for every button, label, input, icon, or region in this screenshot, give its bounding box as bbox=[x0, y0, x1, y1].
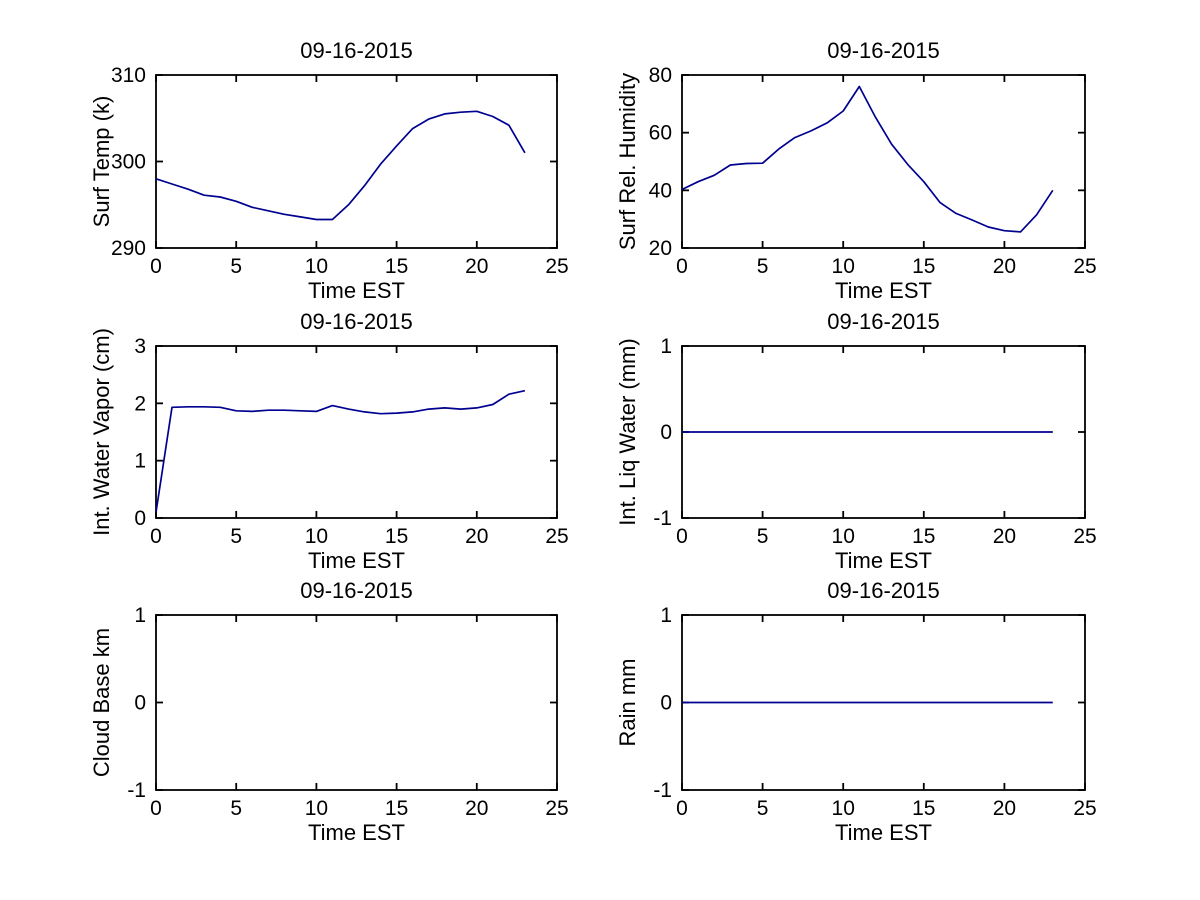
x-tick-label: 20 bbox=[465, 525, 488, 548]
x-tick-label: 20 bbox=[465, 797, 488, 820]
x-axis-label: Time EST bbox=[308, 548, 405, 573]
x-tick-label: 15 bbox=[385, 255, 408, 278]
y-tick-label: 0 bbox=[134, 507, 146, 530]
x-axis-label: Time EST bbox=[308, 278, 405, 303]
x-tick-label: 5 bbox=[757, 525, 769, 548]
y-axis-label: Cloud Base km bbox=[89, 628, 114, 777]
axes-frame bbox=[155, 614, 558, 791]
y-tick-label: 1 bbox=[660, 604, 672, 627]
y-tick-label: -1 bbox=[653, 779, 672, 802]
x-axis-label: Time EST bbox=[308, 820, 405, 845]
x-tick-label: 25 bbox=[1073, 255, 1096, 278]
y-tick-label: 1 bbox=[134, 450, 146, 473]
x-tick-label: 20 bbox=[465, 255, 488, 278]
series-line bbox=[155, 110, 526, 221]
axes-frame bbox=[155, 345, 558, 519]
y-tick-label: -1 bbox=[653, 507, 672, 530]
x-tick-label: 5 bbox=[757, 797, 769, 820]
y-axis-label: Rain mm bbox=[615, 658, 640, 746]
subplot-title: 09-16-2015 bbox=[300, 309, 413, 334]
y-tick-label: 0 bbox=[134, 692, 146, 715]
x-tick-label: 10 bbox=[832, 797, 855, 820]
x-tick-label: 20 bbox=[993, 255, 1016, 278]
x-tick-label: 15 bbox=[385, 525, 408, 548]
y-tick-label: 2 bbox=[134, 392, 146, 415]
axes-frame bbox=[681, 74, 1086, 249]
x-tick-label: 25 bbox=[1073, 525, 1096, 548]
y-tick-label: 0 bbox=[660, 692, 672, 715]
x-axis-label: Time EST bbox=[835, 548, 932, 573]
x-tick-label: 20 bbox=[993, 525, 1016, 548]
x-tick-label: 25 bbox=[545, 797, 568, 820]
subplot-title: 09-16-2015 bbox=[300, 578, 413, 603]
y-tick-label: 310 bbox=[111, 64, 146, 87]
y-axis-label: Surf Temp (k) bbox=[89, 96, 114, 228]
x-tick-label: 15 bbox=[912, 797, 935, 820]
y-tick-label: 1 bbox=[660, 335, 672, 358]
y-tick-label: 40 bbox=[649, 179, 672, 202]
x-tick-label: 0 bbox=[676, 255, 688, 278]
x-tick-label: 20 bbox=[993, 797, 1016, 820]
y-tick-label: 290 bbox=[111, 237, 146, 260]
x-tick-label: 25 bbox=[545, 255, 568, 278]
x-tick-label: 0 bbox=[676, 797, 688, 820]
x-tick-label: 15 bbox=[912, 525, 935, 548]
y-tick-label: 20 bbox=[649, 237, 672, 260]
x-tick-label: 0 bbox=[150, 797, 162, 820]
y-tick-label: 60 bbox=[649, 122, 672, 145]
x-tick-label: 10 bbox=[832, 255, 855, 278]
x-tick-label: 0 bbox=[150, 525, 162, 548]
subplot-surf-temp: 0 5 10 15 20 25 290 300 310 09-16-2015 Time EST Sur… bbox=[89, 38, 569, 303]
x-tick-label: 10 bbox=[305, 255, 328, 278]
subplot-int-water-vapor: 0 5 10 15 20 25 0 1 2 3 09-16-2015 Time EST Int. Wat… bbox=[89, 309, 569, 573]
y-tick-label: 300 bbox=[111, 151, 146, 174]
x-tick-label: 15 bbox=[385, 797, 408, 820]
x-axis-label: Time EST bbox=[835, 278, 932, 303]
x-tick-label: 5 bbox=[230, 525, 242, 548]
x-tick-label: 10 bbox=[305, 797, 328, 820]
subplot-title: 09-16-2015 bbox=[827, 578, 940, 603]
series-line bbox=[681, 85, 1054, 233]
x-tick-label: 5 bbox=[757, 255, 769, 278]
x-tick-label: 5 bbox=[230, 255, 242, 278]
y-axis-label: Int. Liq Water (mm) bbox=[615, 338, 640, 525]
y-tick-label: 0 bbox=[660, 421, 672, 444]
series-line bbox=[155, 389, 526, 513]
x-tick-label: 25 bbox=[1073, 797, 1096, 820]
x-tick-label: 10 bbox=[305, 525, 328, 548]
x-tick-label: 25 bbox=[545, 525, 568, 548]
subplot-title: 09-16-2015 bbox=[827, 38, 940, 63]
y-axis-label: Int. Water Vapor (cm) bbox=[89, 328, 114, 536]
y-tick-label: 1 bbox=[134, 604, 146, 627]
subplot-surf-rel-humidity: 0 5 10 15 20 25 20 40 60 80 09-16-2015 Time EST Surf… bbox=[615, 38, 1097, 303]
y-tick-label: 80 bbox=[649, 64, 672, 87]
subplot-title: 09-16-2015 bbox=[827, 309, 940, 334]
x-axis-label: Time EST bbox=[835, 820, 932, 845]
axes-frame bbox=[155, 74, 558, 249]
x-tick-label: 15 bbox=[912, 255, 935, 278]
x-tick-label: 0 bbox=[150, 255, 162, 278]
y-tick-label: 3 bbox=[134, 335, 146, 358]
y-tick-label: -1 bbox=[127, 779, 146, 802]
x-tick-label: 0 bbox=[676, 525, 688, 548]
y-axis-label: Surf Rel. Humidity bbox=[615, 73, 640, 250]
subplot-title: 09-16-2015 bbox=[300, 38, 413, 63]
x-tick-label: 10 bbox=[832, 525, 855, 548]
x-tick-label: 5 bbox=[230, 797, 242, 820]
